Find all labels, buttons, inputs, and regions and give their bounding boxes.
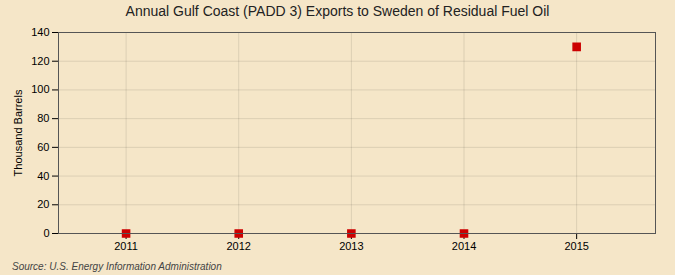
svg-text:40: 40 (37, 170, 49, 182)
svg-text:2012: 2012 (226, 240, 250, 252)
svg-text:2015: 2015 (564, 240, 588, 252)
svg-text:100: 100 (31, 83, 49, 95)
svg-text:20: 20 (37, 198, 49, 210)
svg-text:2014: 2014 (452, 240, 476, 252)
svg-text:120: 120 (31, 55, 49, 67)
html-text:Annual Gulf Coast (PADD 3) Exp: Annual Gulf Coast (PADD 3) Exports to Sw… (125, 3, 550, 19)
html-text:Source: U.S. Energy Informatio: Source: U.S. Energy Information Administ… (12, 261, 222, 272)
svg-text:80: 80 (37, 112, 49, 124)
svg-text:140: 140 (31, 26, 49, 38)
svg-text:0: 0 (43, 227, 49, 239)
svg-text:2011: 2011 (114, 240, 138, 252)
svg-text:60: 60 (37, 141, 49, 153)
svg-text:2013: 2013 (339, 240, 363, 252)
svg-text:Thousand Barrels: Thousand Barrels (12, 89, 24, 176)
